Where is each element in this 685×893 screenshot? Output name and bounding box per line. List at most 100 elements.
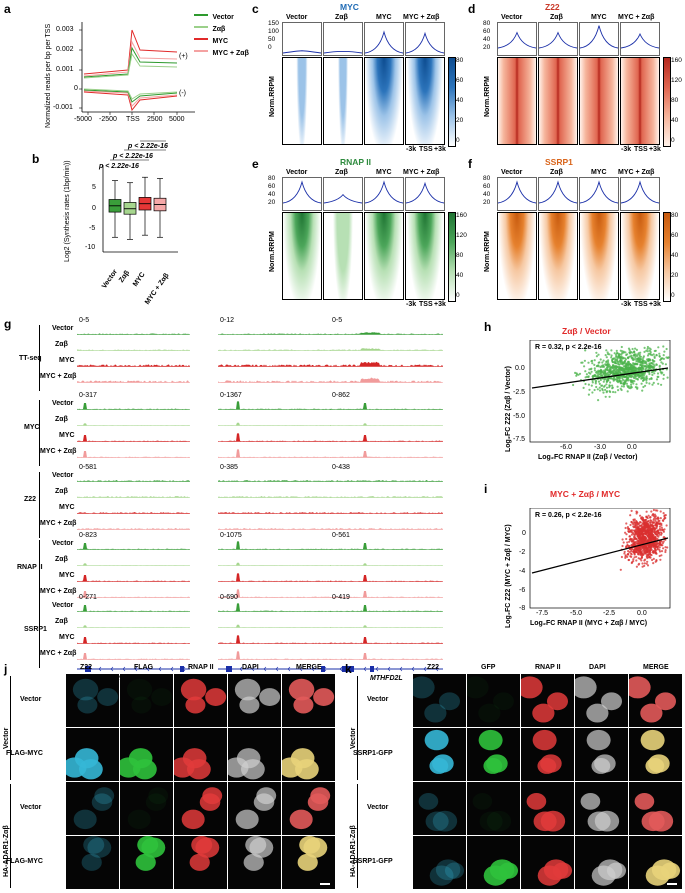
panel-e-colorbar [448, 212, 456, 302]
scatter-point [633, 556, 636, 559]
scatter-point [658, 554, 661, 558]
scatter-point [594, 379, 598, 382]
panel-h-ytick: -2.5 [513, 389, 526, 396]
panel-b-ytick: 0 [92, 205, 96, 212]
scatter-point [662, 529, 665, 532]
scatter-point [624, 358, 628, 361]
scatter-point [660, 372, 663, 375]
profile-tick: 20 [483, 44, 491, 51]
scatter-point [648, 546, 651, 549]
panel-e-ylabel: Norm.RRPM [269, 231, 276, 272]
scatter-point [621, 362, 624, 365]
scatter-point [643, 372, 646, 375]
micro-image [66, 836, 119, 889]
panel-h-scatter [529, 340, 671, 443]
panel-i-xtick: -5.0 [570, 610, 583, 617]
scatter-point [607, 361, 610, 364]
scatter-point [598, 386, 601, 389]
scale-bar [320, 883, 330, 885]
scatter-point [664, 546, 667, 549]
panel-b-ytick: -5 [89, 225, 96, 232]
scatter-point [650, 510, 653, 513]
scatter-point [660, 550, 664, 553]
regression-line [531, 537, 669, 574]
scatter-point [658, 365, 661, 368]
track-signal [77, 496, 190, 498]
profile-tick: 100 [268, 28, 279, 35]
scatter-point [630, 376, 633, 379]
scatter-point [627, 385, 630, 388]
scatter-point [658, 533, 661, 536]
scatter-point [648, 531, 651, 535]
scatter-point [635, 548, 639, 552]
scatter-point [636, 551, 639, 554]
track-condition-label: MYC + Zαβ [40, 448, 77, 455]
scatter-point [620, 388, 623, 392]
scatter-point [635, 519, 638, 523]
micro-image [120, 836, 173, 889]
scatter-point [635, 555, 638, 558]
micro-group-bracket [10, 784, 11, 888]
scatter-point [635, 526, 638, 529]
scatter-point [604, 368, 607, 371]
scatter-point [591, 375, 594, 378]
scatter-point [636, 377, 639, 381]
scatter-point [634, 550, 637, 554]
scatter-point [657, 517, 660, 520]
track-signal [330, 451, 443, 458]
scatter-point [635, 367, 638, 371]
scatter-point [630, 385, 633, 388]
scatter-point [640, 382, 643, 385]
scatter-point [645, 523, 649, 526]
panel-label-g: g [4, 317, 12, 331]
scatter-point [661, 362, 664, 365]
scatter-point [630, 364, 633, 367]
track-signal [218, 528, 331, 530]
scatter-point [605, 349, 608, 352]
legend-myc-zab: MYC + Zαβ [212, 50, 249, 57]
scatter-point [649, 352, 652, 355]
scatter-point [598, 382, 601, 385]
scatter-point [637, 548, 641, 551]
micro-column-label: MERGE [643, 664, 669, 671]
panel-a-legend: Vector Zαβ MYC MYC + Zαβ [194, 6, 249, 57]
track-group-bracket [39, 325, 40, 391]
micro-image [413, 728, 466, 781]
panel-d-ylabel: Norm.RRPM [484, 76, 491, 117]
scatter-point [639, 533, 643, 536]
micro-image [575, 836, 628, 889]
colorbar-tick: 160 [671, 57, 682, 64]
scatter-point [660, 533, 663, 536]
scatter-point [625, 368, 628, 371]
track-signal [330, 512, 443, 514]
track-condition-label: Vector [52, 602, 74, 609]
scatter-point [596, 388, 599, 391]
profile-tick: 60 [268, 183, 276, 190]
scatter-point [638, 353, 641, 356]
scatter-point [635, 383, 638, 386]
scatter-point [601, 387, 604, 390]
scatter-point [643, 564, 646, 567]
scatter-point [599, 369, 602, 372]
panel-a-ytick: 0.002 [56, 46, 74, 53]
scatter-point [651, 373, 654, 376]
scatter-point [630, 553, 633, 556]
heatmap-cell [620, 212, 660, 300]
heatmap-xtick: TSS [634, 146, 648, 153]
scatter-point [662, 357, 665, 360]
scatter-point [662, 373, 665, 376]
scatter-point [624, 531, 627, 534]
legend-vector: Vector [212, 14, 234, 21]
heatmap-xtick: -3k [406, 146, 417, 153]
track-range: 0-271 [79, 594, 97, 601]
scatter-point [591, 381, 594, 384]
scatter-point [656, 372, 660, 375]
track-signal [218, 333, 331, 335]
scatter-point [596, 374, 599, 377]
scatter-point [594, 382, 597, 385]
heatmap-xtick: +3k [434, 146, 446, 153]
scatter-point [605, 356, 608, 359]
scatter-point [627, 368, 630, 371]
scatter-point [643, 365, 646, 368]
scatter-point [644, 384, 647, 387]
